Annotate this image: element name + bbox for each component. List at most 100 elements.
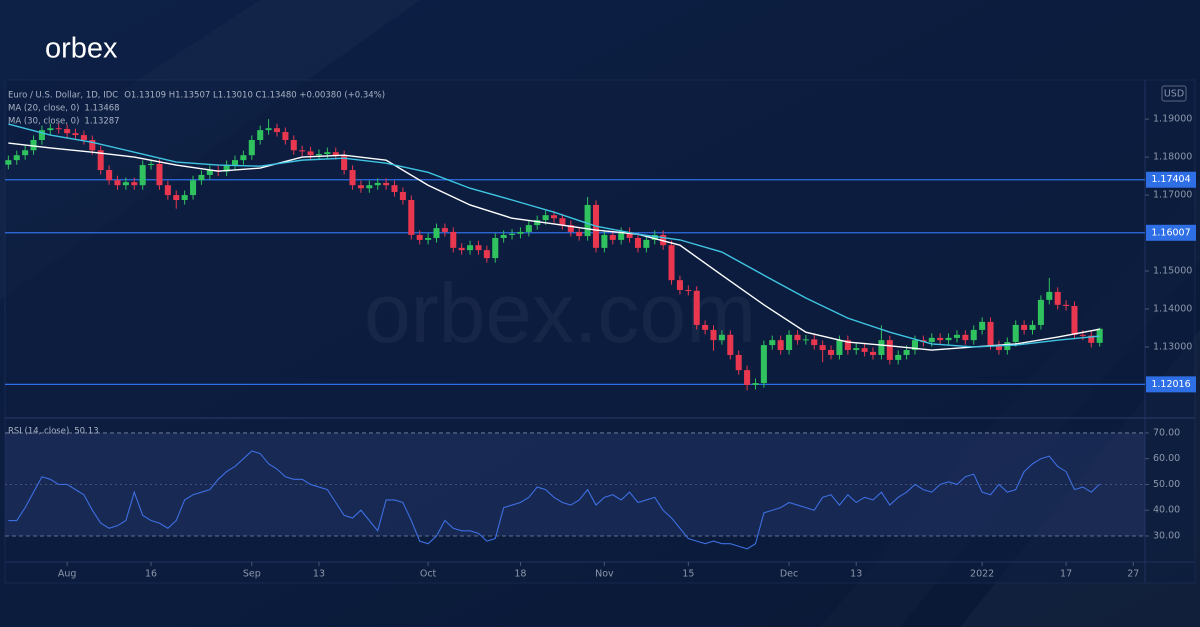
legend-value: 1.13468 [84,104,119,114]
candle-body [970,329,977,341]
candle-body [559,218,566,226]
candle-body [425,237,432,240]
candle-body [844,340,851,351]
candle-body [114,180,121,186]
candle-body [38,130,45,141]
candle-body [383,182,390,186]
candle-body [1054,291,1061,305]
candle-body [1096,328,1103,343]
candle-body [836,340,843,355]
legend-label: RSI (14, close) [8,427,69,437]
x-tick-label: Sep [243,569,261,580]
candle-body [55,128,62,130]
candle-body [357,185,364,189]
candle-body [5,160,12,165]
y-tick-label: 60.00 [1153,453,1180,464]
candle-body [962,334,969,341]
candle-body [324,152,331,155]
candle-body [735,354,742,371]
y-tick-label: 70.00 [1153,427,1180,438]
candle-body [1088,335,1095,343]
y-tick-label: 40.00 [1153,505,1180,516]
candle-body [273,128,281,133]
candle-body [315,154,322,156]
candle-body [794,334,801,341]
y-tick-label: 1.18000 [1153,152,1192,163]
candle-body [618,231,625,240]
candle-body [1021,324,1028,330]
x-tick-label: 13 [313,569,325,580]
legend-label: MA (30, close, 0) [8,117,79,127]
x-tick-label: Dec [780,569,798,580]
x-tick-label: Aug [58,569,77,580]
candle-body [1063,304,1070,306]
candle-body [89,140,96,151]
candle-body [500,234,507,238]
level-label: 1.12016 [1151,379,1190,390]
candle-body [441,228,448,232]
candle-body [299,150,306,152]
candle-body [693,290,700,325]
candle-body [1037,299,1044,325]
candle-body [886,340,893,360]
x-tick-label: 16 [145,569,157,580]
candle-body [483,250,490,259]
candle-body [156,163,163,186]
candle-body [987,321,994,346]
candle-body [1079,334,1086,336]
candle-body [685,290,692,292]
x-tick-label: Nov [595,569,614,580]
candle-body [509,233,516,235]
candle-body [198,174,205,181]
candle-body [408,200,415,235]
y-tick-label: 1.15000 [1153,266,1192,277]
candle-body [475,245,482,251]
candle-body [534,220,541,226]
candle-body [777,340,784,351]
candle-body [626,231,633,238]
candle-body [601,234,608,248]
candle-body [148,163,155,166]
watermark: orbex.com [364,266,756,360]
candle-body [802,339,809,341]
candle-body [718,334,725,341]
candle-body [861,348,868,352]
rsi-line [8,450,1101,550]
candle-body [80,135,87,141]
candle-body [542,215,549,221]
candle-body [769,340,776,346]
candle-body [727,334,734,355]
candle-body [181,195,188,201]
candle-body [702,324,709,330]
candle-body [937,337,944,341]
currency-box [1161,85,1187,102]
candle-body [903,350,910,355]
y-tick-label: 1.13000 [1153,341,1192,352]
candle-body [139,165,146,186]
ma-line [8,142,1100,351]
candle-body [979,321,986,330]
candle-body [450,231,457,248]
candle-body [106,170,113,181]
candle-body [584,204,591,237]
candle-body [567,225,574,232]
y-tick-label: 30.00 [1153,530,1180,541]
candle-body [651,234,658,240]
candle-body [895,354,902,360]
candle-body [64,128,71,134]
candle-body [811,339,818,346]
candle-body [819,345,826,351]
candle-body [525,225,532,232]
candle-body [282,132,289,141]
candle-body [676,280,683,291]
candle-body [190,180,197,196]
candle-body [853,348,860,351]
candle-body [1029,324,1036,330]
candle-body [1046,291,1053,300]
candle-body [458,247,465,251]
x-tick-label: Oct [420,569,437,580]
candle-body [374,182,381,186]
candle-body [1071,305,1078,335]
